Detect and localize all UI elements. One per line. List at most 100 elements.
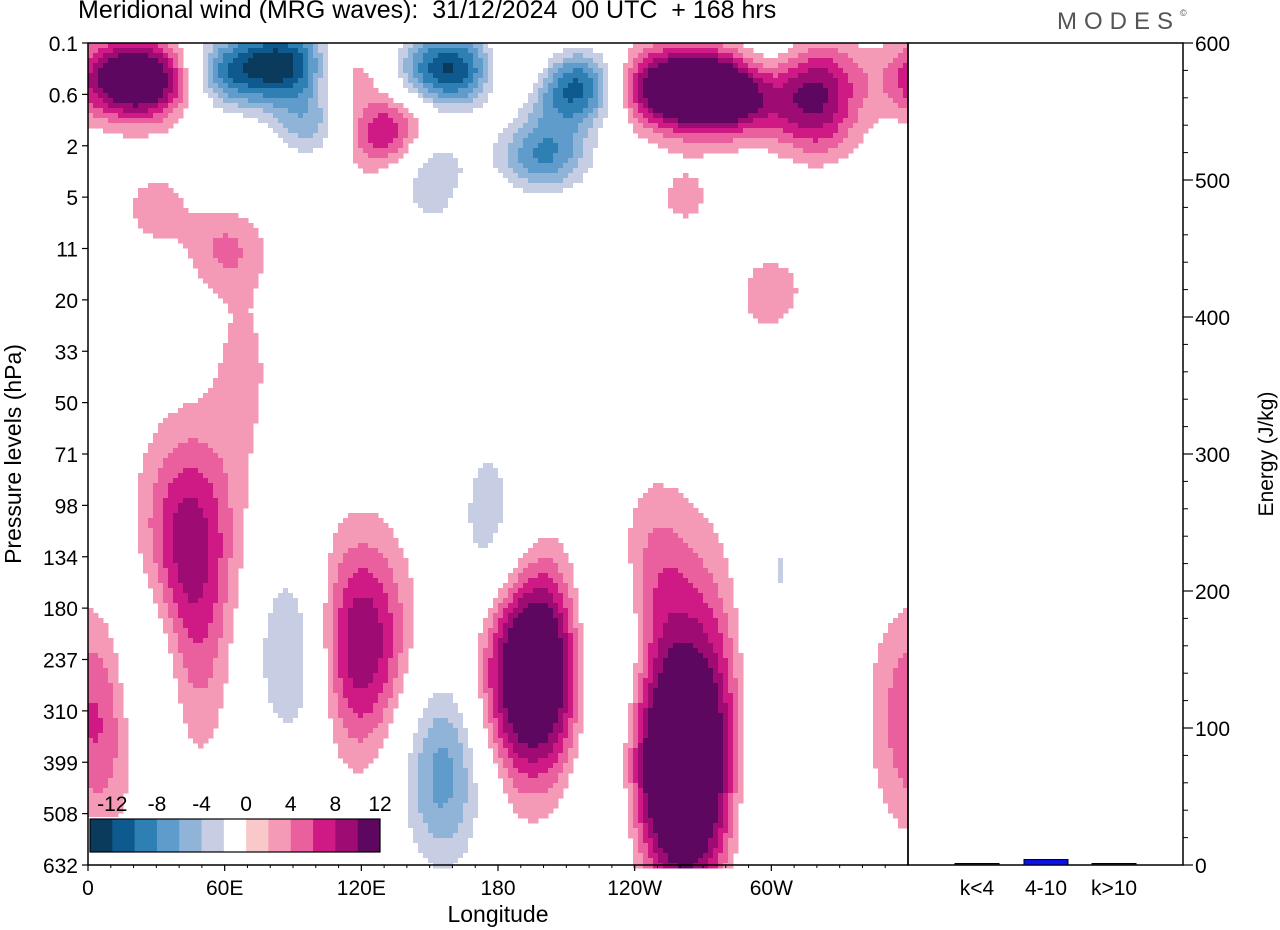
heatmap-cell [378, 138, 384, 144]
heatmap-cell [723, 93, 729, 99]
heatmap-cell [508, 483, 514, 489]
heatmap-cell [453, 343, 459, 349]
heatmap-cell [238, 483, 244, 489]
heatmap-cell [813, 103, 819, 109]
heatmap-cell [353, 103, 359, 109]
heatmap-cell [453, 328, 459, 334]
heatmap-cell [783, 148, 789, 154]
heatmap-cell [838, 58, 844, 64]
heatmap-cell [533, 148, 539, 154]
heatmap-cell [518, 178, 524, 184]
heatmap-cell [448, 368, 454, 374]
heatmap-cell [553, 68, 559, 74]
heatmap-cell [448, 148, 454, 154]
heatmap-cell [608, 108, 614, 114]
heatmap-cell [498, 148, 504, 154]
heatmap-cell [448, 168, 454, 174]
heatmap-cell [163, 433, 169, 439]
heatmap-cell [828, 78, 834, 84]
heatmap-cell [188, 443, 194, 449]
heatmap-cell [453, 123, 459, 129]
heatmap-cell [828, 158, 834, 164]
heatmap-cell [488, 43, 494, 49]
heatmap-cell [673, 488, 679, 494]
heatmap-cell [133, 113, 139, 119]
heatmap-cell [528, 138, 534, 144]
heatmap-cell [273, 108, 279, 114]
heatmap-cell [683, 183, 689, 189]
heatmap-cell [778, 78, 784, 84]
heatmap-cell [418, 233, 424, 239]
heatmap-cell [288, 123, 294, 129]
heatmap-cell [143, 58, 149, 64]
heatmap-cell [653, 53, 659, 59]
heatmap-cell [228, 113, 234, 119]
heatmap-cell [253, 238, 259, 244]
heatmap-cell [783, 103, 789, 109]
heatmap-cell [498, 418, 504, 424]
heatmap-cell [893, 48, 899, 54]
heatmap-cell [113, 123, 119, 129]
heatmap-cell [198, 418, 204, 424]
heatmap-cell [793, 108, 799, 114]
heatmap-cell [533, 143, 539, 149]
heatmap-cell [638, 123, 644, 129]
heatmap-cell [583, 98, 589, 104]
heatmap-cell [253, 103, 259, 109]
heatmap-cell [453, 63, 459, 69]
heatmap-cell [138, 83, 144, 89]
heatmap-cell [548, 148, 554, 154]
heatmap-cell [403, 88, 409, 94]
heatmap-cell [243, 448, 249, 454]
heatmap-cell [313, 113, 319, 119]
heatmap-cell [808, 163, 814, 169]
heatmap-cell [213, 383, 219, 389]
heatmap-cell [233, 223, 239, 229]
heatmap-cell [878, 88, 884, 94]
heatmap-cell [453, 488, 459, 494]
heatmap-cell [278, 118, 284, 124]
heatmap-cell [413, 173, 419, 179]
heatmap-cell [148, 478, 154, 484]
heatmap-cell [468, 153, 474, 159]
heatmap-cell [233, 293, 239, 299]
heatmap-cell [448, 363, 454, 369]
heatmap-cell [253, 388, 259, 394]
heatmap-cell [558, 68, 564, 74]
heatmap-cell [573, 163, 579, 169]
heatmap-cell [503, 468, 509, 474]
heatmap-cell [238, 303, 244, 309]
heatmap-cell [118, 43, 124, 49]
heatmap-cell [223, 263, 229, 269]
heatmap-cell [393, 48, 399, 54]
heatmap-cell [498, 188, 504, 194]
heatmap-cell [563, 178, 569, 184]
heatmap-cell [158, 188, 164, 194]
heatmap-cell [438, 183, 444, 189]
heatmap-cell [398, 133, 404, 139]
heatmap-cell [843, 113, 849, 119]
heatmap-cell [258, 128, 264, 134]
heatmap-cell [208, 283, 214, 289]
heatmap-cell [453, 188, 459, 194]
heatmap-cell [598, 178, 604, 184]
heatmap-cell [243, 228, 249, 234]
heatmap-cell [508, 473, 514, 479]
heatmap-cell [173, 428, 179, 434]
heatmap-cell [858, 48, 864, 54]
heatmap-cell [578, 188, 584, 194]
heatmap-cell [498, 58, 504, 64]
heatmap-cell [448, 48, 454, 54]
heatmap-cell [423, 188, 429, 194]
heatmap-cell [678, 148, 684, 154]
heatmap-cell [238, 273, 244, 279]
heatmap-cell [733, 128, 739, 134]
heatmap-cell [703, 43, 709, 49]
heatmap-cell [473, 128, 479, 134]
heatmap-cell [528, 83, 534, 89]
heatmap-cell [828, 113, 834, 119]
heatmap-cell [808, 113, 814, 119]
heatmap-cell [483, 143, 489, 149]
heatmap-cell [888, 58, 894, 64]
heatmap-cell [243, 398, 249, 404]
